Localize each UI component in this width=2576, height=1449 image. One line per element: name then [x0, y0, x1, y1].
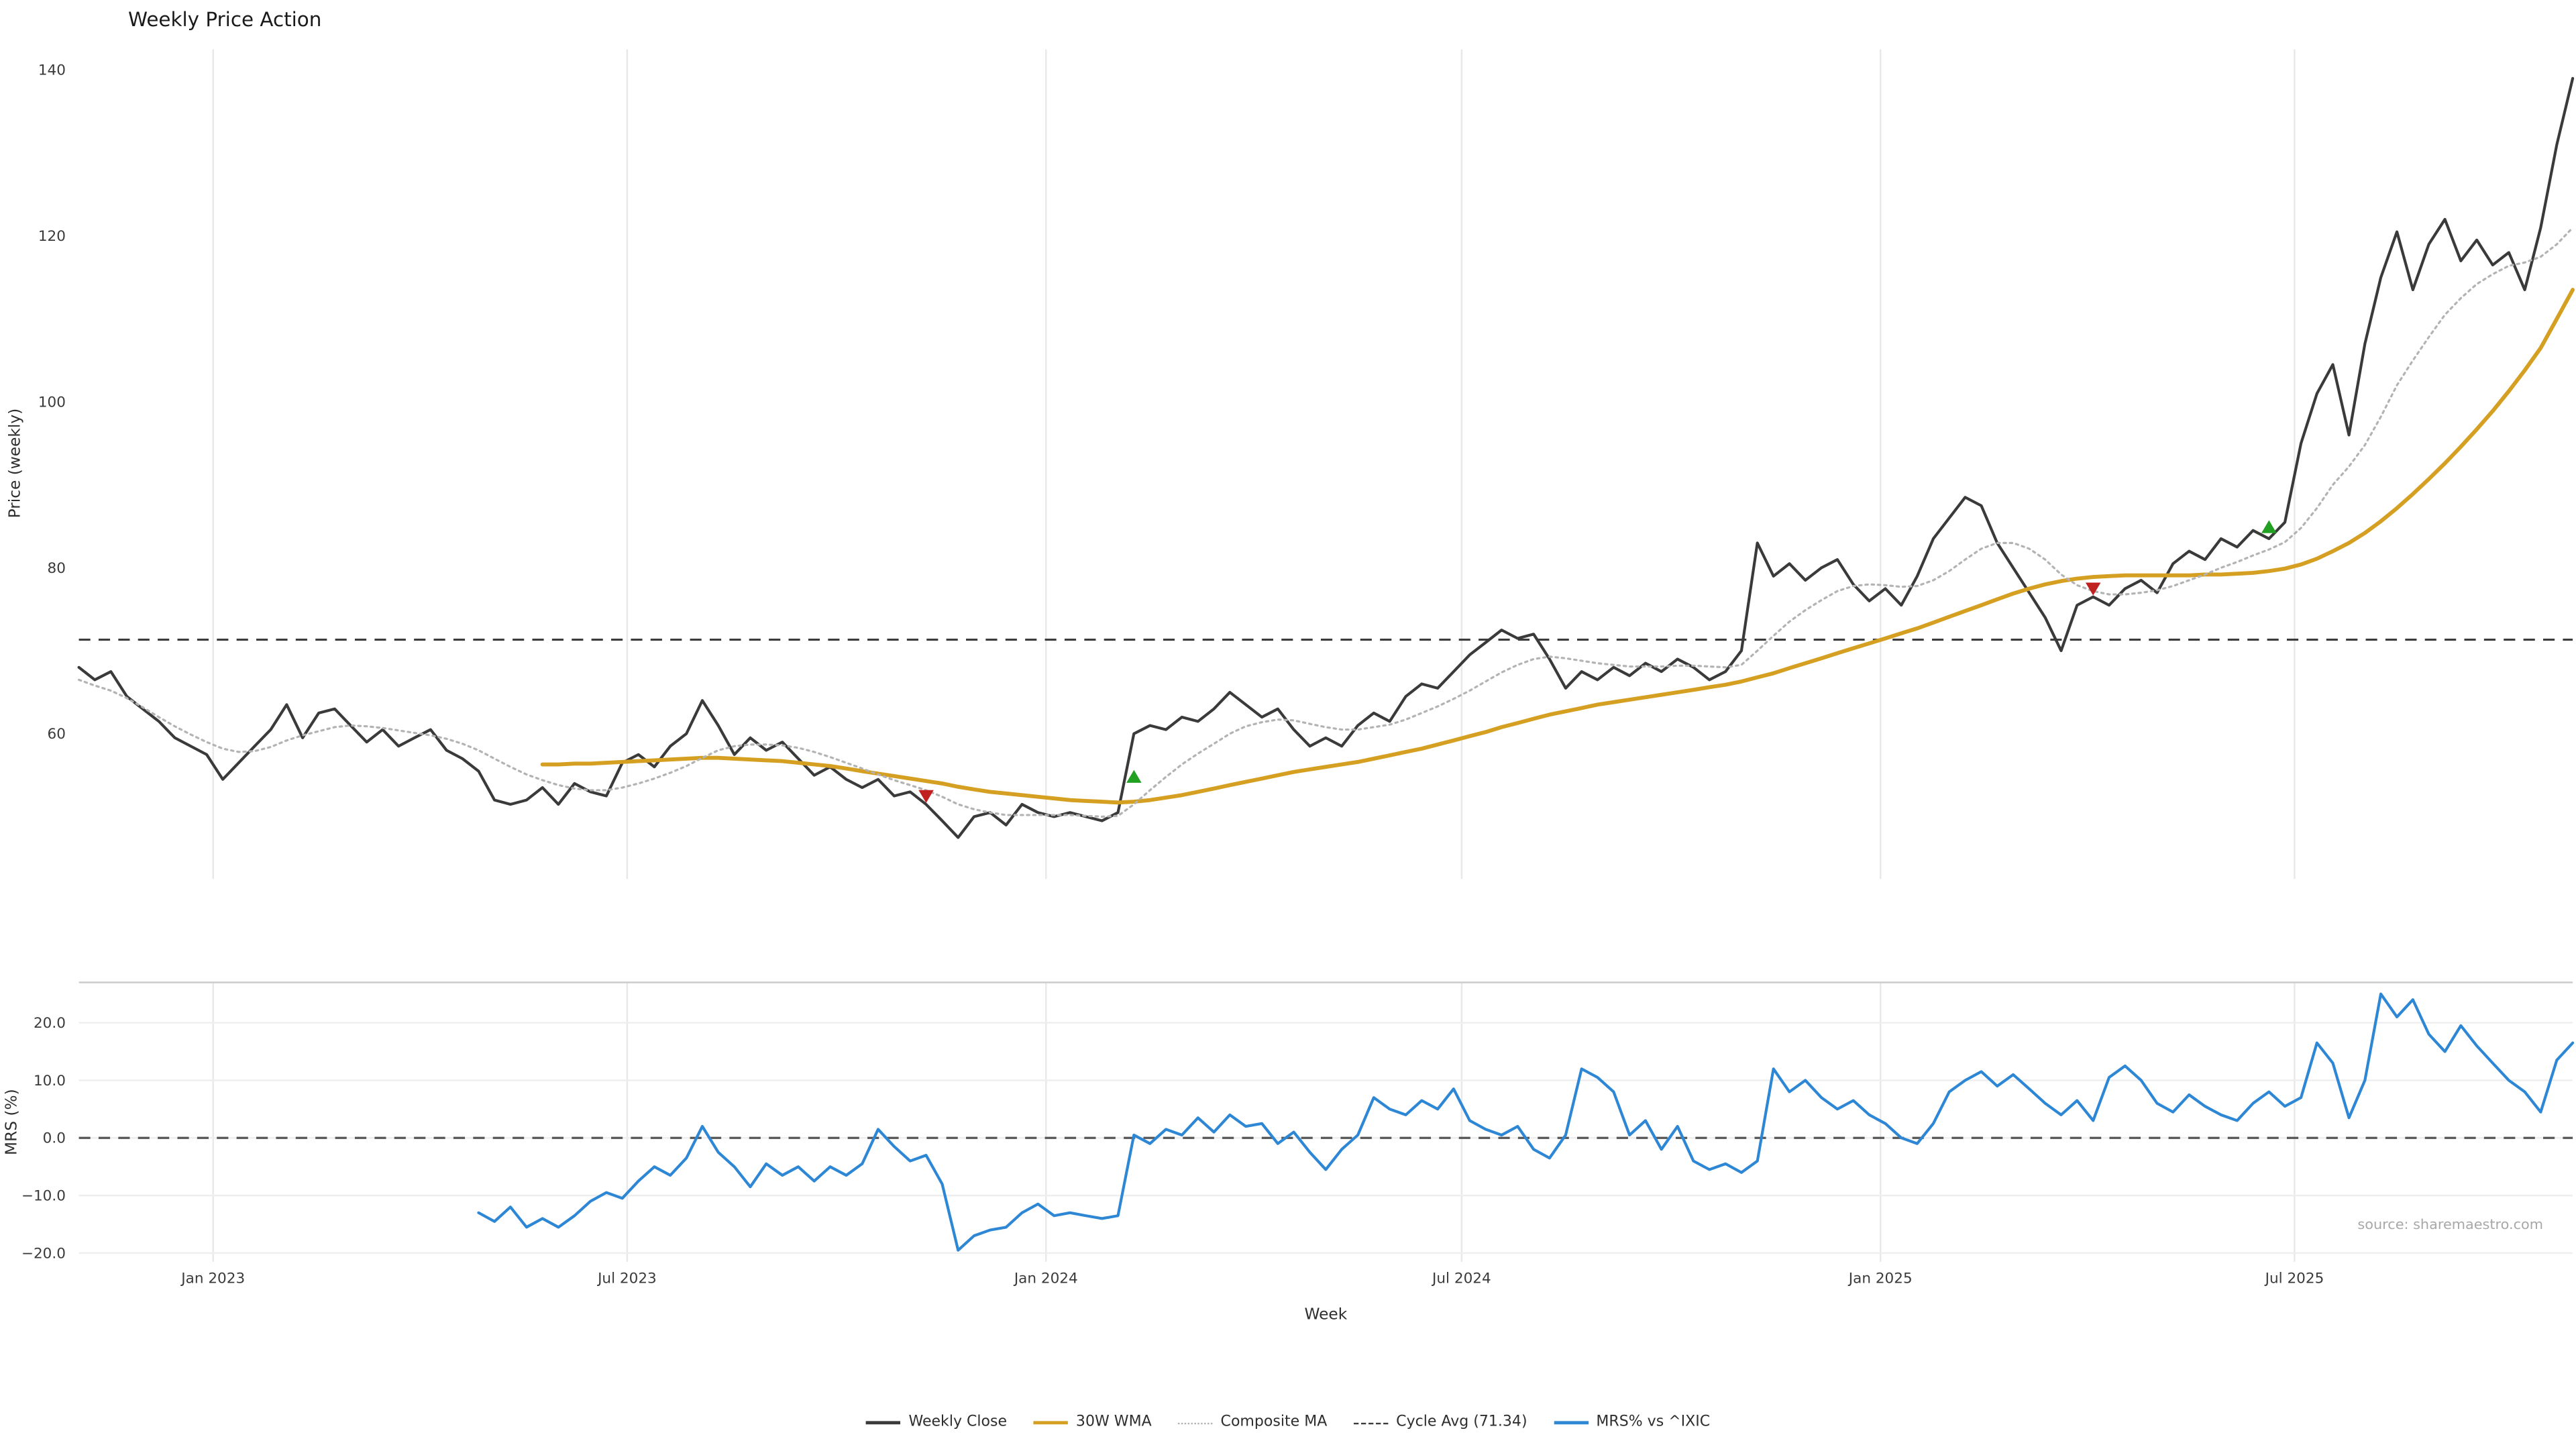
x-tick-label: Jan 2025: [1847, 1271, 1913, 1287]
series-30w-wma: [540, 288, 2575, 805]
price-y-tick-label: 140: [38, 62, 66, 79]
price-y-axis-label: Price (weekly): [5, 409, 23, 519]
x-tick-label: Jul 2024: [1431, 1271, 1491, 1287]
legend-label: Weekly Close: [908, 1414, 1008, 1432]
legend-line-sample: [1033, 1421, 1068, 1425]
signal-markers: [918, 520, 2277, 803]
legend-item-weekly-close: Weekly Close: [865, 1414, 1008, 1432]
buy-signal-marker: [1126, 769, 1142, 783]
tick-labels: Jan 2023 Jul 2023 Jan 2024 Jul 2024 Jan 2025…: [21, 62, 2324, 1287]
reference-lines: [78, 638, 2573, 1139]
mrs-y-tick-label: −10.0: [21, 1187, 66, 1204]
price-y-tick-label: 80: [48, 560, 66, 577]
x-axis-label: Week: [1304, 1305, 1347, 1324]
legend-item-mrs-vs-ixic: MRS% vs ^IXIC: [1553, 1414, 1711, 1432]
mrs-y-tick-label: 20.0: [34, 1015, 66, 1032]
legend-item-30w-wma: 30W WMA: [1033, 1414, 1152, 1432]
legend-item-composite-ma: Composite MA: [1177, 1414, 1328, 1432]
mrs-y-tick-label: 10.0: [34, 1073, 66, 1089]
legend-label: Composite MA: [1220, 1414, 1328, 1432]
legend-line-sample: [1177, 1421, 1213, 1424]
mrs-y-tick-label: 0.0: [43, 1130, 66, 1147]
x-tick-label: Jul 2025: [2264, 1271, 2324, 1287]
legend-label: Cycle Avg (71.34): [1396, 1414, 1527, 1432]
price-y-tick-label: 60: [48, 726, 66, 743]
series-composite-ma: [77, 226, 2574, 818]
price-y-tick-label: 120: [38, 228, 66, 245]
mrs-y-axis-label: MRS (%): [2, 1089, 20, 1155]
x-tick-label: Jul 2023: [596, 1271, 657, 1287]
series-lines: [77, 76, 2575, 1252]
x-tick-label: Jan 2023: [180, 1271, 245, 1287]
sell-signal-marker: [918, 790, 934, 803]
price-y-tick-label: 100: [38, 394, 66, 411]
series-weekly-close: [77, 76, 2575, 839]
legend-label: 30W WMA: [1075, 1414, 1152, 1432]
legend-line-sample: [1353, 1421, 1388, 1424]
chart-legend: Weekly Close 30W WMA Composite MA Cycle Avg…: [0, 1415, 2576, 1431]
legend-line-sample: [1553, 1421, 1589, 1425]
legend-label: MRS% vs ^IXIC: [1596, 1414, 1711, 1432]
series-mrs-vs-ixic: [477, 992, 2575, 1252]
legend-line-sample: [865, 1421, 901, 1425]
x-tick-label: Jan 2024: [1013, 1271, 1078, 1287]
legend-item-cycle-avg-71-34-: Cycle Avg (71.34): [1353, 1414, 1527, 1432]
mrs-y-tick-label: −20.0: [21, 1245, 66, 1262]
sell-signal-marker: [2085, 582, 2101, 596]
chart-title: Weekly Price Action: [128, 8, 321, 31]
gridlines: [78, 49, 2573, 1262]
buy-signal-marker: [2261, 520, 2277, 533]
source-attribution: source: sharemaestro.com: [2357, 1216, 2543, 1232]
